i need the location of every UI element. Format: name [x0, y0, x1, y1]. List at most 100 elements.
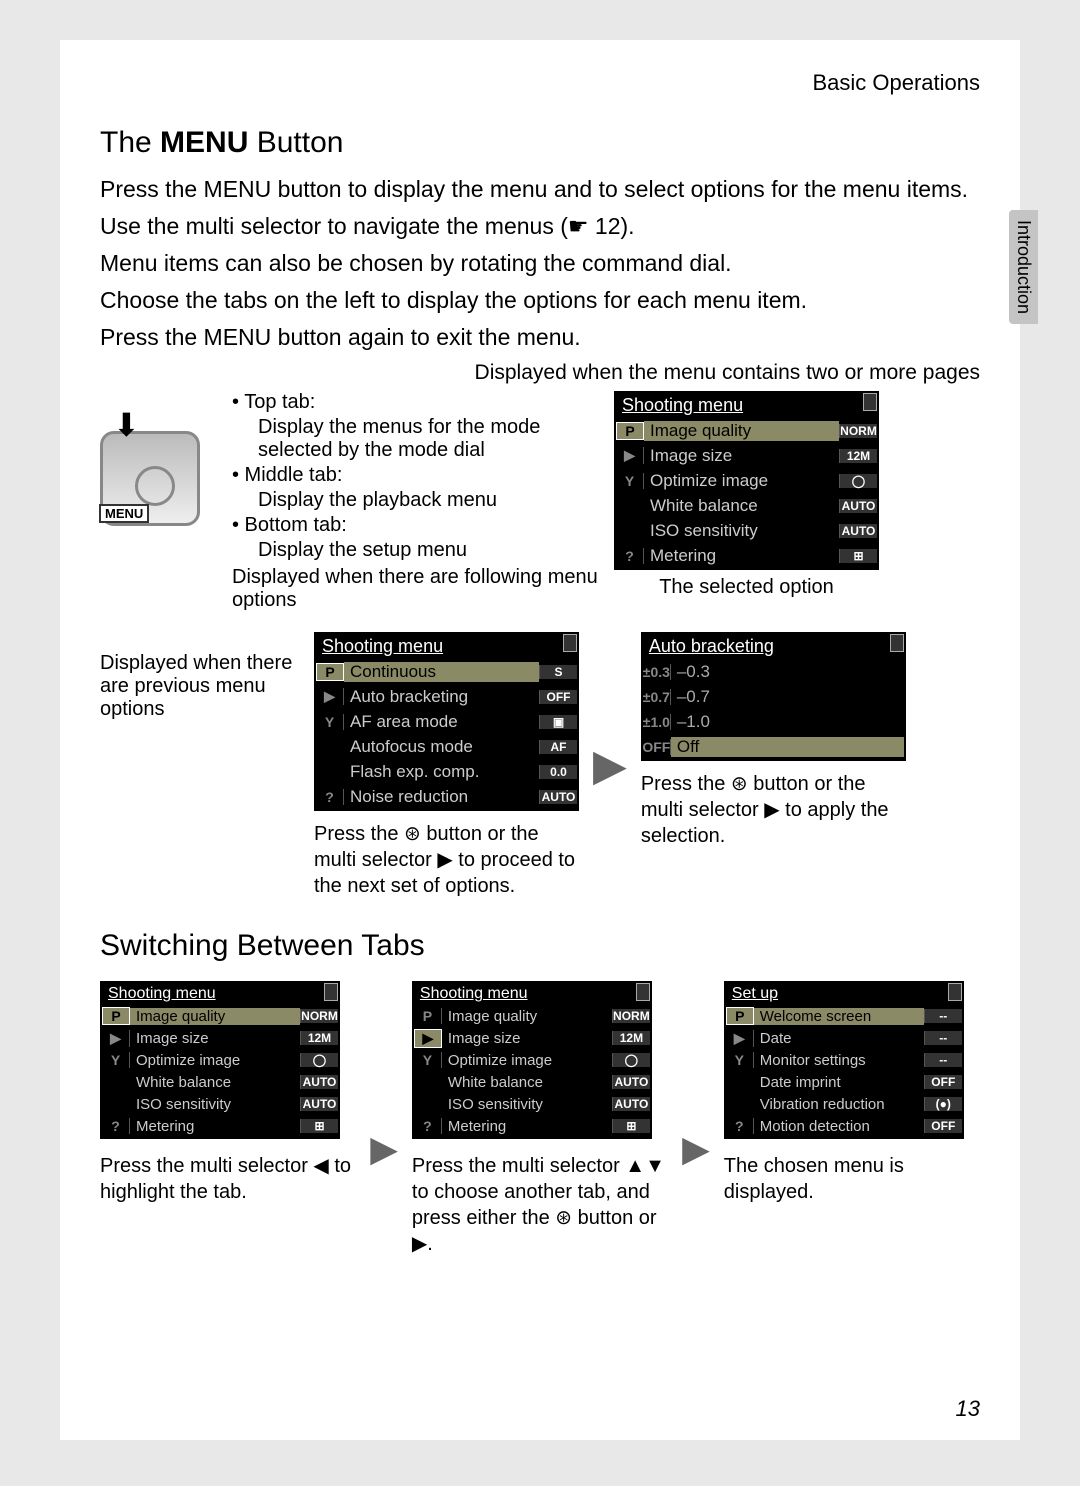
menu-item-label: Date	[754, 1030, 924, 1047]
panel-title: Shooting menu	[102, 983, 338, 1005]
menu-item-label: ISO sensitivity	[442, 1096, 612, 1113]
tab-icon: ?	[414, 1118, 442, 1134]
menu-item-label: White balance	[130, 1074, 300, 1091]
menu-item-value: OFF	[539, 690, 577, 704]
tab-icon: Y	[102, 1052, 130, 1068]
menu-row: ?Noise reductionAUTO	[316, 784, 577, 809]
scroll-indicator	[948, 983, 962, 1001]
menu-row: PImage qualityNORM	[414, 1005, 650, 1027]
menu-row: ISO sensitivityAUTO	[102, 1093, 338, 1115]
menu-row: ?Metering⊞	[616, 543, 877, 568]
menu-row: Date imprintOFF	[726, 1071, 962, 1093]
menu-item-label: Optimize image	[130, 1052, 300, 1069]
menu-row: ISO sensitivityAUTO	[414, 1093, 650, 1115]
menu-row: ±1.0–1.0	[643, 709, 904, 734]
menu-row: PWelcome screen--	[726, 1005, 962, 1027]
menu-item-value: 12M	[612, 1031, 650, 1045]
camera-icon: ⬇ MENU	[100, 431, 200, 526]
manual-page: Basic Operations Introduction The MENU B…	[60, 40, 1020, 1440]
menu-item-label: Vibration reduction	[754, 1096, 924, 1113]
menu-item-value: ⊞	[300, 1119, 338, 1133]
scroll-indicator	[636, 983, 650, 1001]
menu-row: ?Metering⊞	[414, 1115, 650, 1137]
camera-illustration: ⬇ MENU	[100, 391, 220, 526]
arrow-down-icon: ⬇	[113, 406, 140, 444]
menu-row: ▶Image size12M	[102, 1027, 338, 1049]
tab-icon: P	[316, 663, 344, 681]
tab-icon: P	[414, 1008, 442, 1024]
menu-item-value: AUTO	[300, 1097, 338, 1111]
panel-title: Shooting menu	[316, 634, 577, 659]
arrow-right-icon: ▶	[370, 1068, 398, 1170]
tab-icon: ▶	[102, 1030, 130, 1047]
panel-title: Auto bracketing	[643, 634, 904, 659]
intro-p3: Menu items can also be chosen by rotatin…	[100, 248, 980, 279]
menu-item-label: Autofocus mode	[344, 737, 539, 757]
menu-item-value: AUTO	[612, 1097, 650, 1111]
menu-item-value: 12M	[300, 1031, 338, 1045]
menu-row: White balanceAUTO	[414, 1071, 650, 1093]
menu-item-value: --	[924, 1009, 962, 1023]
menu-item-value: OFF	[924, 1075, 962, 1089]
menu-row: Flash exp. comp.0.0	[316, 759, 577, 784]
menu-row: ±0.3–0.3	[643, 659, 904, 684]
menu-item-label: Monitor settings	[754, 1052, 924, 1069]
menu-item-label: Image size	[644, 446, 839, 466]
menu-item-label: White balance	[644, 496, 839, 516]
side-tab-introduction: Introduction	[1009, 210, 1038, 324]
menu-item-value: ◯	[612, 1053, 650, 1067]
menu-item-value: AUTO	[300, 1075, 338, 1089]
menu-row: YOptimize image◯	[616, 468, 877, 493]
menu-row: ±0.7–0.7	[643, 684, 904, 709]
tab-icon: Y	[316, 714, 344, 730]
menu-row: PImage qualityNORM	[102, 1005, 338, 1027]
mid-diagram-row: Displayed when there are previous menu o…	[100, 632, 980, 899]
menu-item-value: AUTO	[612, 1075, 650, 1089]
tab-icon: P	[726, 1007, 754, 1025]
bullets: • Top tab: Display the menus for the mod…	[232, 391, 602, 612]
menu-row: YOptimize image◯	[102, 1049, 338, 1071]
tab-icon: ▶	[616, 447, 644, 464]
menu-item-label: Image quality	[130, 1008, 300, 1025]
menu-item-value: NORM	[839, 424, 877, 438]
tab-icon: ▶	[414, 1029, 442, 1048]
tab-icon: ?	[726, 1118, 754, 1134]
panel-bracketing: Auto bracketing±0.3–0.3±0.7–0.7±1.0–1.0O…	[641, 632, 906, 849]
tab-icon: ▶	[316, 688, 344, 705]
caption-pages: Displayed when the menu contains two or …	[100, 361, 980, 385]
menu-row: PImage qualityNORM	[616, 418, 877, 443]
menu-row: YAF area mode▣	[316, 709, 577, 734]
scroll-indicator	[563, 634, 577, 652]
panel-title: Shooting menu	[616, 393, 877, 418]
menu-row: ▶Auto bracketingOFF	[316, 684, 577, 709]
scroll-indicator	[863, 393, 877, 411]
tab-icon: P	[102, 1007, 130, 1025]
menu-row: Vibration reduction(●)	[726, 1093, 962, 1115]
menu-item-value: AUTO	[839, 524, 877, 538]
intro-p4: Choose the tabs on the left to display t…	[100, 285, 980, 316]
switch-panel-1: Shooting menuPImage qualityNORM▶Image si…	[100, 981, 340, 1139]
menu-item-label: Metering	[130, 1118, 300, 1135]
menu-item-label: Metering	[644, 546, 839, 566]
menu-panel-main: Shooting menuPImage qualityNORM▶Image si…	[614, 391, 879, 599]
tab-icon: Y	[726, 1052, 754, 1068]
menu-item-label: Flash exp. comp.	[344, 762, 539, 782]
menu-row: ?Metering⊞	[102, 1115, 338, 1137]
tab-icon: ▶	[726, 1030, 754, 1047]
scroll-indicator	[890, 634, 904, 652]
prev-options-caption: Displayed when there are previous menu o…	[100, 632, 300, 721]
section-title: The MENU Button	[100, 126, 980, 160]
diagram-row: ⬇ MENU • Top tab: Display the menus for …	[100, 391, 980, 612]
menu-row: ▶Image size12M	[616, 443, 877, 468]
menu-row: YMonitor settings--	[726, 1049, 962, 1071]
tab-icon: ?	[316, 789, 344, 805]
menu-item-value: AUTO	[539, 790, 577, 804]
menu-item-value: ⊞	[839, 549, 877, 563]
panel-continuous: Shooting menuPContinuousS▶Auto bracketin…	[314, 632, 579, 899]
menu-item-label: Noise reduction	[344, 787, 539, 807]
menu-item-value: ◯	[300, 1053, 338, 1067]
intro-p5: Press the MENU button again to exit the …	[100, 322, 980, 353]
panel-title: Set up	[726, 983, 962, 1005]
section2-title: Switching Between Tabs	[100, 929, 980, 963]
menu-item-label: Metering	[442, 1118, 612, 1135]
